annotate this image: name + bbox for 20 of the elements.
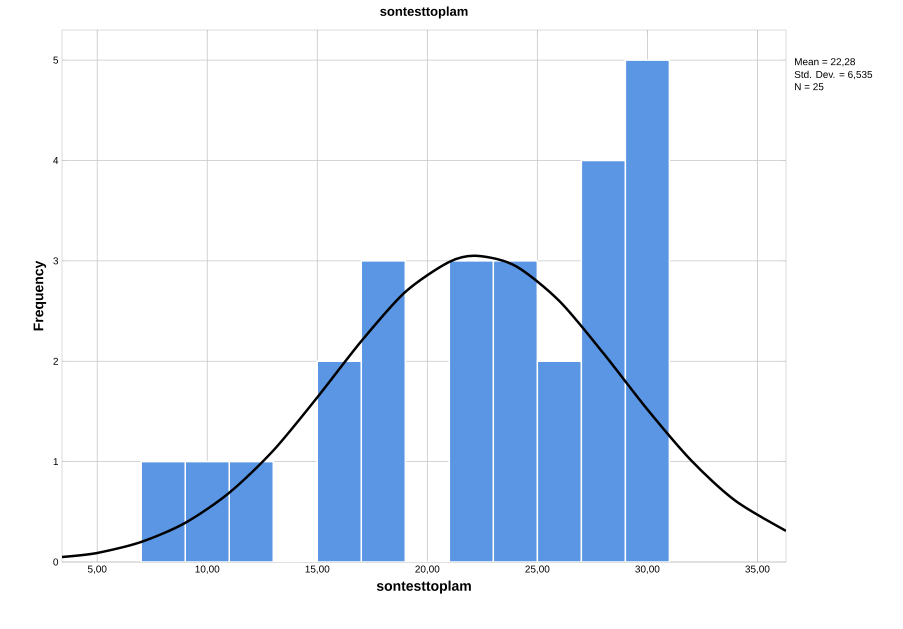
text: Std. Dev. = 6,535 xyxy=(794,70,872,80)
y-tick-label: 1 xyxy=(54,458,58,466)
x-tick-label: 20,00 xyxy=(415,566,440,574)
x-axis-title: sontesttoplam xyxy=(376,580,471,594)
y-tick-label: 4 xyxy=(53,157,58,164)
x-tick-label: 35,00 xyxy=(745,566,770,574)
y-tick-label: 5 xyxy=(53,56,58,64)
chart-title: sontesttoplam xyxy=(380,6,468,18)
x-tick-label: 10,00 xyxy=(196,566,220,574)
y-tick-label: 2 xyxy=(53,358,58,365)
x-tick-label: 30,00 xyxy=(635,566,660,574)
y-tick-label: 0 xyxy=(53,558,58,566)
line-series xyxy=(62,254,786,558)
x-tick-label: 15,00 xyxy=(306,566,330,574)
text: N = 25 xyxy=(795,83,824,90)
x-tick-label: 5,00 xyxy=(88,566,107,574)
y-tick-label: 3 xyxy=(53,257,58,264)
y-axis-title: Frequency xyxy=(34,260,46,330)
x-tick-label: 25,00 xyxy=(525,566,550,574)
text: Mean = 22,28 xyxy=(795,58,855,66)
